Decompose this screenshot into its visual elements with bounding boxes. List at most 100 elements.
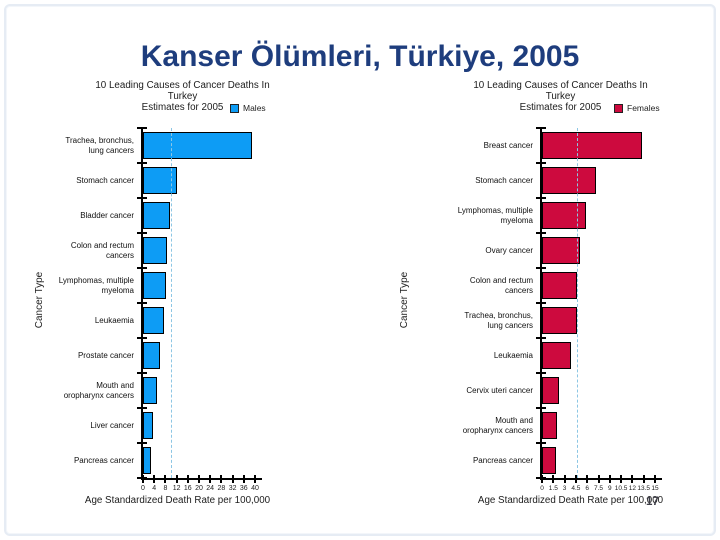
males-legend-label: Males: [243, 103, 266, 113]
x-axis-tick: [142, 475, 144, 483]
category-label: Prostate cancer: [77, 350, 134, 360]
bar-row: [542, 163, 655, 198]
x-tick-label: 32: [228, 485, 237, 492]
bar: [143, 307, 165, 334]
bar: [542, 447, 556, 474]
bar: [542, 377, 559, 404]
x-axis-tick: [164, 475, 167, 483]
y-axis-tick: [137, 337, 147, 339]
x-axis-label: Age Standardized Death Rate per 100,000: [477, 495, 664, 506]
category-labels: Breast cancer Stomach cancer Lymphomas, mu…: [395, 128, 537, 478]
bar: [542, 412, 558, 439]
females-chart: 10 Leading Causes of Cancer Deaths In Tu…: [395, 78, 690, 523]
chart-title-line-3: Estimates for 2005: [141, 102, 224, 113]
x-tick-label: 3: [562, 485, 567, 492]
category-label: Breast cancer: [483, 140, 533, 150]
x-tick-label: 0: [540, 485, 544, 492]
x-axis-tick: [563, 475, 566, 483]
y-axis-tick: [536, 407, 546, 409]
bar-row: [143, 443, 255, 478]
y-axis-tick: [137, 442, 147, 444]
y-axis-tick: [137, 232, 147, 234]
category-label: Trachea, bronchus, lung cancers: [65, 136, 134, 155]
x-tick-label: 8: [163, 485, 168, 492]
females-legend: Females: [614, 103, 660, 113]
y-axis-tick: [137, 267, 147, 269]
bar: [143, 377, 157, 404]
x-axis-tick: [654, 475, 656, 483]
bar-row: [542, 338, 655, 373]
category-label: Cervix uteri cancer: [466, 385, 533, 395]
y-axis-tick: [536, 372, 546, 374]
x-tick-label: 0: [141, 485, 145, 492]
x-axis-tick: [552, 475, 555, 483]
bar: [143, 272, 166, 299]
x-axis-tick: [631, 475, 634, 483]
bar: [542, 167, 597, 194]
x-tick-label: 4: [152, 485, 157, 492]
x-axis-tick: [198, 475, 200, 483]
x-axis: [141, 478, 262, 480]
y-axis-tick: [536, 197, 546, 199]
category-labels: Trachea, bronchus, lung cancers Stomach c…: [30, 128, 138, 478]
x-tick-label: 15: [651, 485, 659, 492]
x-tick-label: 12: [628, 485, 637, 492]
x-tick-label: 28: [217, 485, 226, 492]
x-tick-label: 7.5: [593, 485, 604, 492]
bar-row: [542, 198, 655, 233]
y-axis-tick: [536, 337, 546, 339]
x-tick-label: 36: [239, 485, 248, 492]
bar-row: [542, 443, 655, 478]
bar-row: [143, 303, 255, 338]
category-label: Leukaemia: [94, 315, 134, 325]
y-axis-tick: [137, 302, 147, 304]
bar: [143, 132, 253, 159]
category-label: Mouth and oropharynx cancers: [462, 416, 533, 435]
x-axis-tick: [231, 475, 234, 483]
bar: [143, 412, 153, 439]
x-tick-label: 24: [206, 485, 215, 492]
category-label: Mouth and oropharynx cancers: [63, 381, 134, 400]
chart-title: 10 Leading Causes of Cancer Deaths In Tu…: [35, 80, 330, 113]
bar-row: [542, 233, 655, 268]
bar-row: [143, 233, 255, 268]
x-tick-label: 16: [183, 485, 192, 492]
y-axis-tick: [137, 127, 147, 129]
chart-title-line-1: 10 Leading Causes of Cancer Deaths In: [473, 80, 648, 91]
bar: [542, 132, 643, 159]
page-number: 17: [646, 496, 659, 508]
y-axis-tick: [137, 372, 147, 374]
females-legend-label: Females: [627, 103, 660, 113]
bar-row: [542, 303, 655, 338]
x-tick-label: 13.5: [637, 485, 651, 492]
category-label: Liver cancer: [90, 420, 134, 430]
males-legend-swatch: [230, 103, 239, 113]
bar: [542, 342, 571, 369]
chart-title-line-2: Turkey: [545, 91, 576, 102]
x-axis-tick: [597, 475, 600, 483]
x-axis-tick: [586, 475, 589, 483]
males-legend: Males: [230, 103, 266, 113]
x-axis-tick: [574, 475, 577, 483]
category-label: Colon and rectum cancers: [469, 276, 533, 295]
plot-area: 0 1.5 3 4.5 6 7.5 9 10.5 12 13.5 15: [536, 127, 662, 492]
y-axis-tick: [137, 197, 147, 199]
category-label: Stomach cancer: [475, 175, 533, 185]
category-label: Lymphomas, multiple myeloma: [457, 206, 533, 225]
y-axis-tick: [536, 162, 546, 164]
x-tick-label: 10.5: [614, 485, 628, 492]
bar: [143, 167, 177, 194]
category-label: Bladder cancer: [80, 210, 134, 220]
x-tick-label: 40: [251, 485, 259, 492]
x-axis-tick: [242, 475, 245, 483]
y-axis-tick: [536, 302, 546, 304]
bar: [143, 237, 167, 264]
y-axis-tick: [536, 442, 546, 444]
bar-row: [542, 128, 655, 163]
x-axis: [540, 478, 662, 480]
bar: [143, 447, 151, 474]
y-axis-tick: [536, 127, 546, 129]
category-label: Trachea, bronchus, lung cancers: [464, 311, 533, 330]
males-chart: 10 Leading Causes of Cancer Deaths In Tu…: [30, 78, 325, 523]
bar-row: [143, 198, 255, 233]
